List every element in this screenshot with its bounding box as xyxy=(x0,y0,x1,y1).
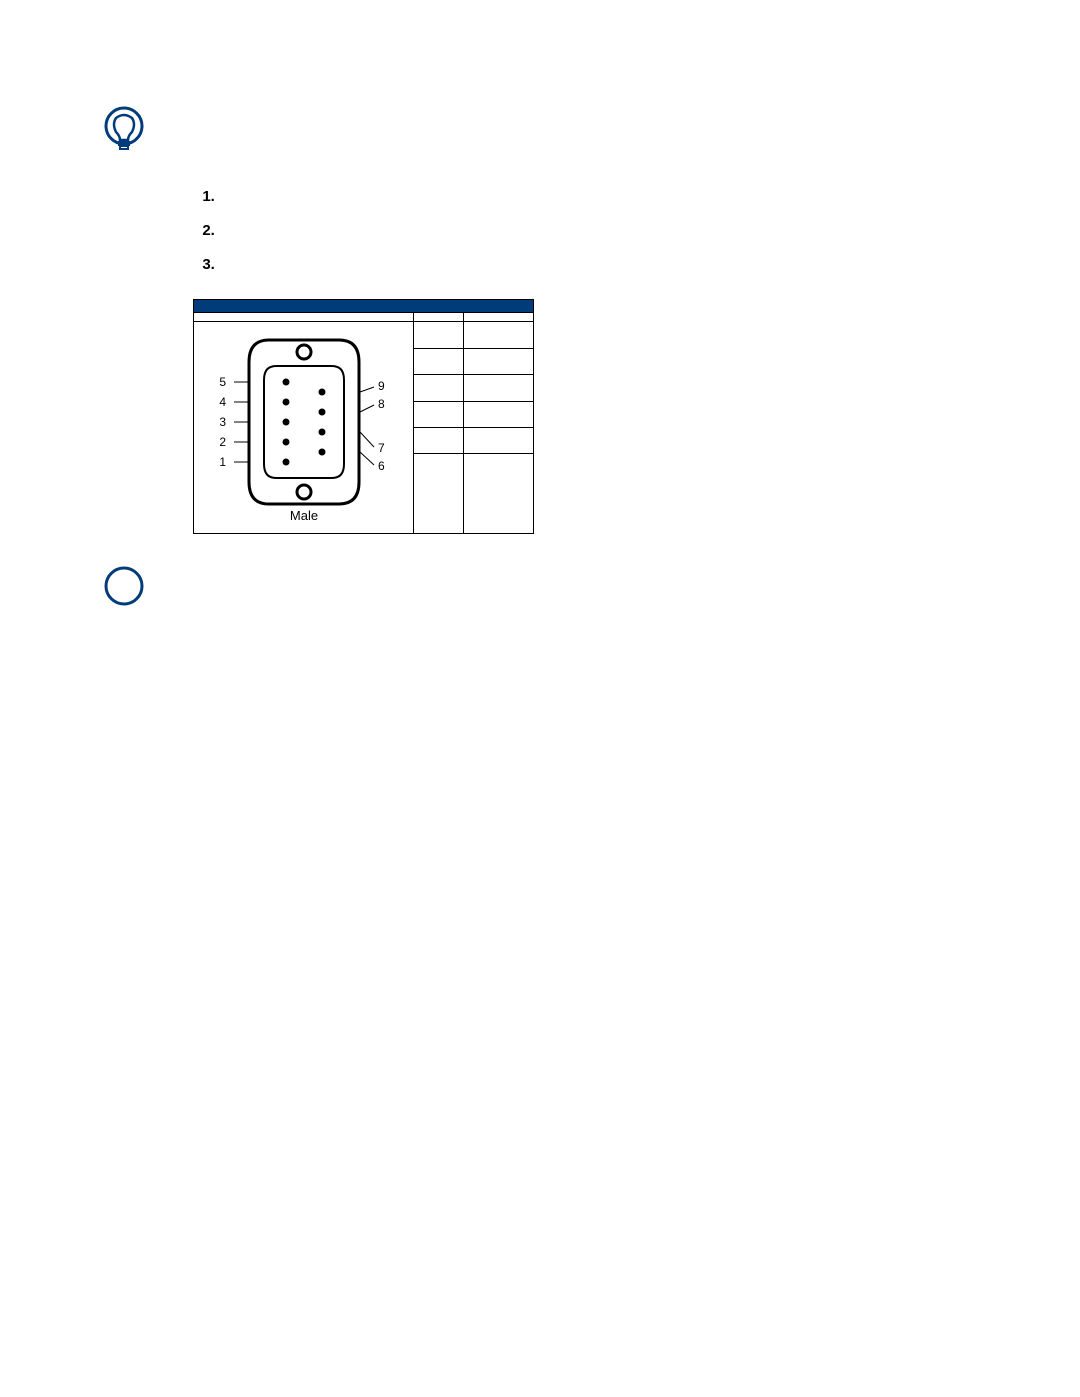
pin-cell xyxy=(414,454,464,534)
pinout-table: 5 4 3 2 1 9 8 7 6 Male xyxy=(193,299,534,534)
list-item xyxy=(219,218,982,242)
pinout-table-wrap: 5 4 3 2 1 9 8 7 6 Male xyxy=(193,299,982,534)
warning-icon-container xyxy=(98,564,150,614)
config-dip-steps xyxy=(193,184,982,275)
lightbulb-icon xyxy=(102,106,146,156)
pin-cell xyxy=(414,401,464,427)
note-icon-container xyxy=(98,106,150,160)
table-title xyxy=(194,300,534,313)
lightning-icon xyxy=(102,564,146,614)
list-item xyxy=(219,252,982,276)
svg-text:Male: Male xyxy=(289,508,317,522)
svg-text:7: 7 xyxy=(378,441,385,455)
svg-text:5: 5 xyxy=(219,375,226,389)
pin-cell xyxy=(414,348,464,374)
signal-cell xyxy=(464,322,534,348)
pin-cell xyxy=(414,322,464,348)
list-item xyxy=(219,184,982,208)
col-pin xyxy=(414,313,464,322)
svg-text:1: 1 xyxy=(219,455,226,469)
svg-text:2: 2 xyxy=(219,435,226,449)
pin-cell xyxy=(414,427,464,453)
warning-callout xyxy=(98,564,982,614)
signal-cell xyxy=(464,401,534,427)
signal-cell xyxy=(464,348,534,374)
db9-connector-icon: 5 4 3 2 1 9 8 7 6 Male xyxy=(204,332,404,522)
note-callout xyxy=(98,106,982,160)
connector-diagram-cell: 5 4 3 2 1 9 8 7 6 Male xyxy=(194,322,414,534)
pin-cell xyxy=(414,375,464,401)
svg-text:6: 6 xyxy=(378,459,385,473)
signal-cell xyxy=(464,427,534,453)
svg-text:4: 4 xyxy=(219,395,226,409)
signal-cell xyxy=(464,454,534,534)
svg-text:3: 3 xyxy=(219,415,226,429)
signal-cell xyxy=(464,375,534,401)
col-connector xyxy=(194,313,414,322)
col-signal xyxy=(464,313,534,322)
svg-text:8: 8 xyxy=(378,397,385,411)
svg-text:9: 9 xyxy=(378,379,385,393)
